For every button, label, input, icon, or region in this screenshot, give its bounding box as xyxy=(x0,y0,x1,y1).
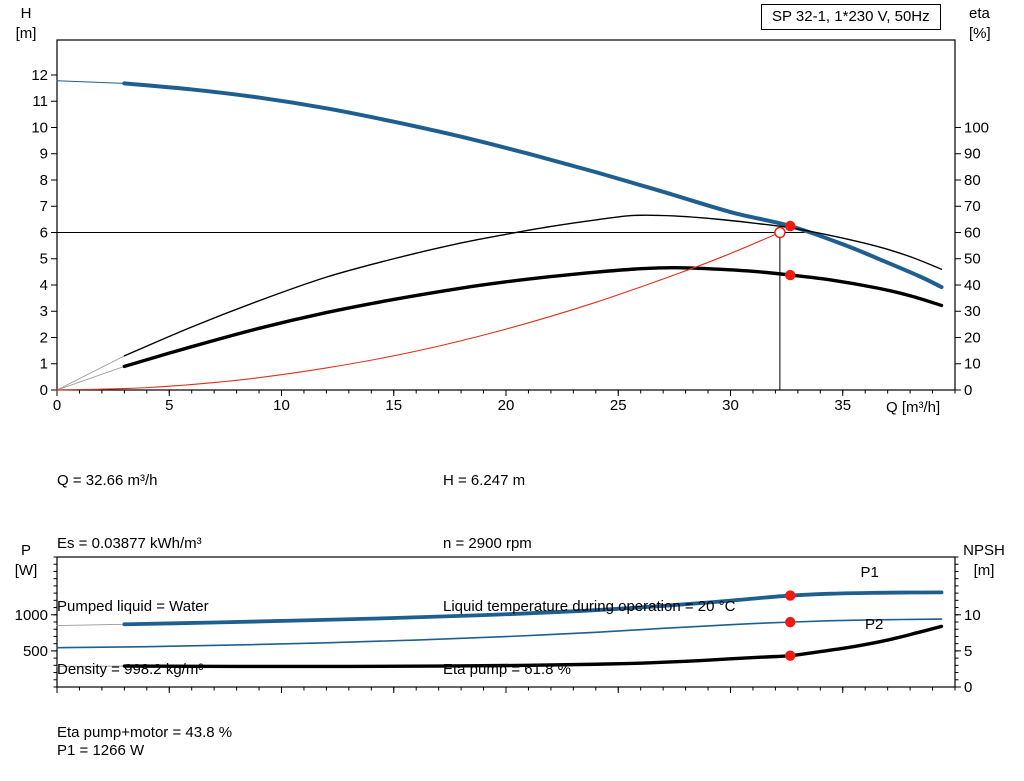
h-axis-symbol: H xyxy=(20,5,32,22)
y-right-tick-label: 70 xyxy=(964,198,981,215)
series-h-curve-lead xyxy=(56,80,125,84)
readout-temperature: Liquid temperature during operation = 20… xyxy=(443,598,736,615)
y-right-tick-label: 100 xyxy=(964,119,989,136)
y-right-tick-label: 80 xyxy=(964,172,981,189)
x-tick-label: 5 xyxy=(165,397,173,414)
y-left-tick-label: 5 xyxy=(40,251,48,268)
series-eta-pump-lead xyxy=(56,355,125,391)
readout-q: Q = 32.66 m³/h xyxy=(57,472,158,489)
y-right-tick-label: 5 xyxy=(964,643,972,660)
hq-eta-chart: 0 5 10 15 20 25 30 3501234567891011120102030405… xyxy=(31,39,989,414)
power-npsh-data: P1 = 1266 W P2 = 898.2 W NPSH = 4.34 m xyxy=(57,698,162,781)
eta-axis-unit: [%] xyxy=(969,25,991,42)
y-right-tick-label: 0 xyxy=(964,679,972,696)
readout-density: Density = 998.2 kg/m³ xyxy=(57,661,204,678)
x-tick-label: 20 xyxy=(498,397,515,414)
npsh-axis-title: NPSH [m] xyxy=(952,541,1016,581)
y-left-tick-label: 7 xyxy=(40,198,48,215)
readout-eta-pump: Eta pump = 61.8 % xyxy=(443,661,571,678)
npsh-axis-unit: [m] xyxy=(973,562,995,579)
readout-h: H = 6.247 m xyxy=(443,472,526,489)
p-axis-symbol: P xyxy=(20,542,31,559)
y-right-tick-label: 50 xyxy=(964,251,981,268)
y-left-tick-label: 9 xyxy=(40,146,48,163)
duty-point-open xyxy=(774,226,786,239)
curve-label-p1: P1 xyxy=(861,564,879,581)
y-left-tick-label: 8 xyxy=(40,172,48,189)
duty-point xyxy=(785,650,796,661)
series-system-curve xyxy=(56,231,781,391)
y-left-tick-label: 500 xyxy=(23,643,48,660)
p-axis-unit: [W] xyxy=(14,562,38,579)
operating-data-right: H = 6.247 m n = 2900 rpm Liquid temperat… xyxy=(443,428,735,722)
q-axis-title: Q [m³/h] xyxy=(886,399,941,416)
readout-eta-pump-motor: Eta pump+motor = 43.8 % xyxy=(57,724,233,741)
y-right-tick-label: 60 xyxy=(964,224,981,241)
h-axis-title: H [m] xyxy=(6,4,46,44)
readout-n: n = 2900 rpm xyxy=(443,535,532,552)
series-p1-curve xyxy=(122,590,944,627)
operating-data-left: Q = 32.66 m³/h Es = 0.03877 kWh/m³ Pumpe… xyxy=(57,428,232,781)
series-h-curve xyxy=(122,81,944,290)
x-tick-label: 30 xyxy=(722,397,739,414)
curve-label-p2: P2 xyxy=(865,616,883,633)
x-tick-label: 25 xyxy=(610,397,627,414)
duty-point xyxy=(785,616,796,628)
y-left-tick-label: 1 xyxy=(40,356,48,373)
y-left-tick-label: 12 xyxy=(31,67,48,84)
p-axis-title: P [W] xyxy=(6,541,46,581)
y-left-tick-label: 11 xyxy=(32,93,48,110)
x-tick-label: 35 xyxy=(834,397,851,414)
npsh-axis-symbol: NPSH xyxy=(963,542,1005,559)
y-left-tick-label: 0 xyxy=(40,382,48,399)
y-right-tick-label: 0 xyxy=(964,382,972,399)
pump-model-title: SP 32-1, 1*230 V, 50Hz xyxy=(761,4,941,30)
duty-point xyxy=(785,220,796,232)
y-left-tick-label: 6 xyxy=(40,224,48,241)
y-left-tick-label: 2 xyxy=(40,329,48,346)
x-tick-label: 0 xyxy=(53,397,61,414)
y-right-tick-label: 40 xyxy=(964,277,981,294)
series-eta-pump-curve xyxy=(123,214,943,357)
series-p1-lead xyxy=(56,623,125,627)
series-eta-pump-motor-lead xyxy=(56,365,125,391)
readout-p1: P1 = 1266 W xyxy=(57,742,145,759)
duty-point xyxy=(785,590,796,601)
y-left-tick-label: 4 xyxy=(40,277,48,294)
y-right-tick-label: 10 xyxy=(964,356,981,373)
eta-axis-title: eta [%] xyxy=(969,4,991,44)
readout-liquid: Pumped liquid = Water xyxy=(57,598,209,615)
y-left-tick-label: 10 xyxy=(31,119,48,136)
duty-point xyxy=(785,269,796,281)
x-tick-label: 15 xyxy=(385,397,402,414)
eta-axis-symbol: eta xyxy=(969,5,990,22)
y-right-tick-label: 20 xyxy=(964,329,981,346)
plot-frame xyxy=(56,39,956,391)
x-tick-label: 10 xyxy=(273,397,290,414)
y-right-tick-label: 30 xyxy=(964,303,981,320)
y-right-tick-label: 10 xyxy=(964,607,981,624)
series-p2-curve xyxy=(56,618,943,649)
readout-es: Es = 0.03877 kWh/m³ xyxy=(57,535,202,552)
y-left-tick-label: 1000 xyxy=(15,607,48,624)
series-npsh-curve xyxy=(122,624,944,669)
y-right-tick-label: 90 xyxy=(964,146,981,163)
power-npsh-chart: 500 1000 0 5 10 P1 P2 xyxy=(15,556,981,696)
y-left-tick-label: 3 xyxy=(40,303,48,320)
series-eta-pump-motor-curve xyxy=(122,265,944,369)
h-axis-unit: [m] xyxy=(15,25,37,42)
